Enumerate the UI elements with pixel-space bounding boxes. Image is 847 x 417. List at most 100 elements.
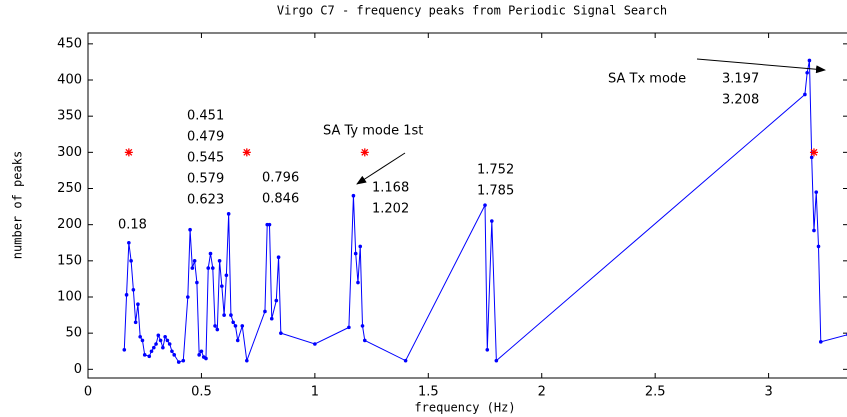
- y-tick-label: 100: [57, 289, 82, 304]
- annotation: 0.796: [262, 171, 299, 186]
- star-marker: [809, 148, 818, 157]
- point-marker: [494, 358, 499, 363]
- star-marker: [242, 148, 251, 157]
- point-marker: [816, 244, 821, 249]
- point-marker: [240, 324, 245, 328]
- point-marker: [140, 338, 145, 343]
- point-marker: [490, 219, 494, 223]
- y-tick-label: 450: [57, 36, 82, 51]
- point-marker: [156, 333, 161, 338]
- annotation: 0.846: [262, 192, 299, 207]
- y-tick-label: 200: [57, 217, 82, 232]
- y-tick-label: 250: [57, 181, 82, 196]
- point-marker: [170, 349, 174, 354]
- x-tick-label: 1.5: [418, 385, 439, 400]
- point-marker: [215, 327, 220, 332]
- x-axis-label: frequency (Hz): [414, 401, 515, 415]
- annotation: 0.18: [118, 218, 147, 233]
- point-marker: [127, 240, 131, 245]
- point-marker: [195, 280, 199, 285]
- annotation: 1.752: [477, 163, 514, 178]
- point-marker: [809, 155, 814, 160]
- point-marker: [220, 284, 224, 288]
- annotation-arrow: [356, 152, 406, 185]
- point-marker: [347, 325, 351, 330]
- point-marker: [276, 255, 281, 260]
- point-marker: [235, 338, 240, 343]
- point-marker: [190, 266, 195, 270]
- y-tick-label: 50: [65, 326, 82, 341]
- point-marker: [133, 320, 138, 325]
- point-marker: [351, 193, 356, 198]
- y-tick-label: 0: [74, 362, 82, 377]
- plot-area: [122, 58, 847, 364]
- point-marker: [192, 259, 197, 263]
- annotation: 0.479: [187, 130, 224, 145]
- point-marker: [147, 354, 152, 359]
- annotation: 1.168: [372, 181, 409, 196]
- annotation: 0.579: [187, 172, 224, 187]
- point-marker: [353, 251, 358, 256]
- annotation: 1.785: [477, 184, 514, 199]
- point-marker: [356, 280, 360, 285]
- point-marker: [213, 324, 217, 328]
- x-tick-label: 0.5: [191, 385, 212, 400]
- y-axis-label: number of peaks: [11, 151, 25, 259]
- x-tick-label: 2: [538, 385, 546, 400]
- point-marker: [805, 70, 809, 75]
- plot-frame: [87, 32, 847, 379]
- point-marker: [149, 349, 154, 354]
- point-marker: [151, 345, 156, 350]
- point-marker: [362, 338, 367, 343]
- point-marker: [360, 324, 365, 328]
- y-tick-label: 150: [57, 253, 82, 268]
- point-marker: [210, 266, 215, 270]
- point-marker: [167, 342, 172, 346]
- point-marker: [403, 358, 408, 363]
- annotation: 0.623: [187, 193, 224, 208]
- point-marker: [124, 293, 129, 297]
- point-marker: [263, 309, 267, 314]
- point-marker: [803, 92, 807, 97]
- point-marker: [233, 324, 238, 328]
- point-marker: [269, 316, 274, 321]
- y-tick-label: 300: [57, 145, 82, 160]
- annotation: 3.208: [722, 93, 759, 108]
- point-marker: [129, 259, 133, 263]
- y-tick-label: 350: [57, 109, 82, 124]
- point-marker: [222, 313, 226, 317]
- point-marker: [206, 266, 211, 270]
- point-marker: [267, 222, 272, 227]
- x-tick-label: 1: [311, 385, 319, 400]
- point-marker: [812, 228, 816, 233]
- x-tick-label: 0: [84, 385, 92, 400]
- point-marker: [204, 356, 208, 361]
- chart-title: Virgo C7 - frequency peaks from Periodic…: [277, 4, 667, 18]
- point-marker: [188, 227, 192, 232]
- point-marker: [136, 302, 140, 307]
- point-marker: [229, 313, 233, 317]
- point-marker: [274, 298, 279, 303]
- point-marker: [231, 320, 235, 325]
- annotation: SA Ty mode 1st: [323, 124, 423, 139]
- point-marker: [245, 358, 249, 363]
- point-marker: [138, 334, 142, 339]
- point-marker: [807, 58, 812, 63]
- point-marker: [224, 273, 229, 278]
- point-marker: [158, 338, 163, 343]
- point-marker: [122, 347, 127, 352]
- point-marker: [165, 338, 170, 343]
- annotation: 1.202: [372, 202, 409, 217]
- point-marker: [186, 295, 190, 299]
- point-marker: [199, 349, 204, 354]
- point-marker: [313, 342, 317, 346]
- point-marker: [154, 342, 158, 346]
- annotation: 0.451: [187, 109, 224, 124]
- point-marker: [142, 353, 147, 357]
- point-marker: [358, 244, 363, 249]
- point-marker: [279, 331, 283, 335]
- point-marker: [818, 340, 823, 344]
- point-marker: [181, 358, 186, 363]
- y-tick-label: 400: [57, 73, 82, 88]
- annotation: 3.197: [722, 72, 759, 87]
